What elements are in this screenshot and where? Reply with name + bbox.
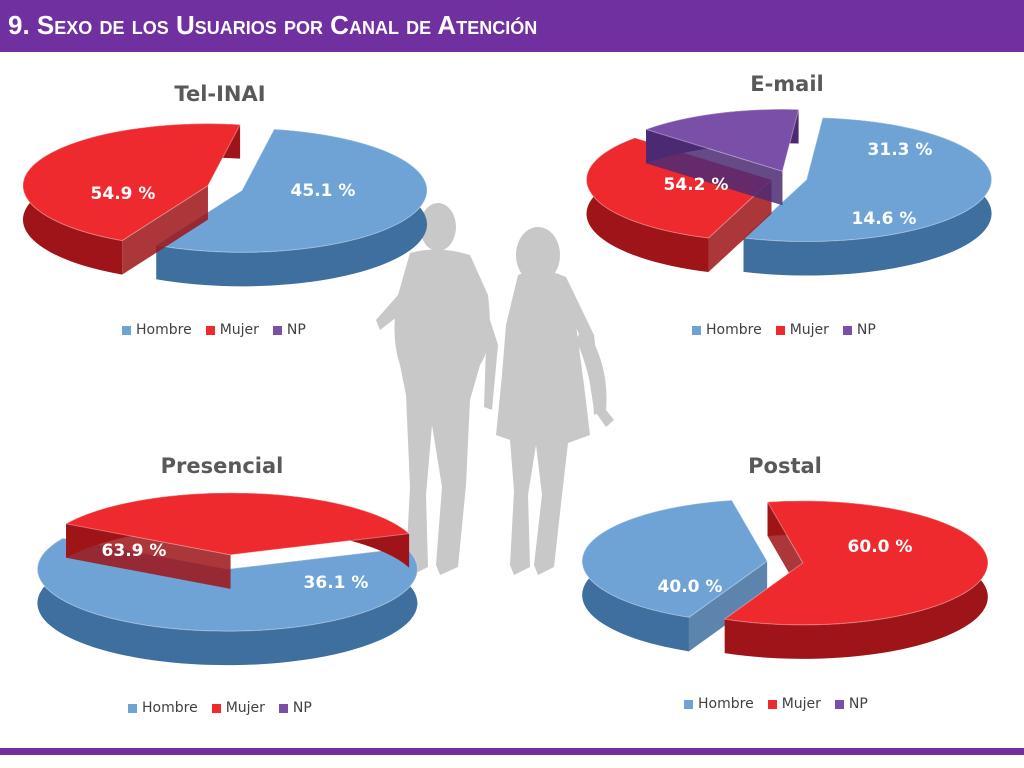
legend-item-np: NP xyxy=(278,700,312,716)
pie-slice-hombre xyxy=(742,117,993,243)
chart-title: Presencial xyxy=(160,454,284,478)
legend-label: Hombre xyxy=(698,696,754,712)
data-label-mujer: 36.1 % xyxy=(304,573,369,593)
legend-label: Mujer xyxy=(225,700,265,716)
data-label-hombre: 40.0 % xyxy=(658,577,723,597)
page-title: 9. Sexo de los Usuarios por Canal de Ate… xyxy=(8,10,538,40)
legend-label: NP xyxy=(856,322,876,338)
legend-item-mujer: Mujer xyxy=(211,700,265,716)
data-label-np: 14.6 % xyxy=(852,209,917,229)
legend-label: Hombre xyxy=(706,322,762,338)
chart-title: Postal xyxy=(748,454,822,478)
pie-slice-mujer xyxy=(22,123,241,242)
legend-swatch-mujer xyxy=(775,325,785,335)
pie-slice-hombre xyxy=(581,499,768,618)
legend-item-hombre: Hombre xyxy=(684,696,754,712)
legend-item-mujer: Mujer xyxy=(767,696,821,712)
pie-slice-mujer xyxy=(586,137,773,239)
pie-plot: 54.2 % 31.3 % 14.6 % xyxy=(586,108,993,276)
legend-swatch-hombre xyxy=(122,325,131,335)
legend-swatch-mujer xyxy=(211,703,221,713)
pie-slices xyxy=(36,492,418,666)
pie-slice-mujer xyxy=(64,492,411,556)
legend-swatch-mujer xyxy=(205,325,215,335)
legend: Hombre Mujer NP xyxy=(122,322,306,338)
legend-label: NP xyxy=(286,322,306,338)
pie-slices xyxy=(586,108,993,276)
pie-plot: 40.0 % 60.0 % xyxy=(581,499,989,659)
pie-chart-tel-inai: Tel-INAI 54.9 % 45.1 % Hombre Mujer NP xyxy=(10,78,440,378)
pie-slice-side-hombre xyxy=(37,538,418,666)
legend-swatch-hombre xyxy=(128,703,137,713)
legend-item-hombre: Hombre xyxy=(122,322,192,338)
legend-label: Mujer xyxy=(219,322,259,338)
legend-swatch-np xyxy=(834,699,844,709)
pie-slices xyxy=(22,123,428,287)
pie-slice-cut-mujer xyxy=(708,179,772,273)
chart-title: Tel-INAI xyxy=(174,82,266,106)
data-label-hombre: 63.9 % xyxy=(102,541,167,561)
pie-plot: 54.9 % 45.1 % xyxy=(22,123,428,287)
legend-item-mujer: Mujer xyxy=(775,322,829,338)
data-label-mujer: 60.0 % xyxy=(848,537,913,557)
legend-swatch-mujer xyxy=(767,699,777,709)
legend-label: Hombre xyxy=(136,322,192,338)
pie-slice-cut-mujer xyxy=(122,185,208,275)
legend-swatch-np xyxy=(272,325,282,335)
pie-slice-cut-mujer xyxy=(66,523,231,589)
legend-item-hombre: Hombre xyxy=(128,700,198,716)
legend-swatch-hombre xyxy=(692,325,701,335)
pie-chart-presencial: Presencial 63.9 % 36.1 % Hombre Mujer NP xyxy=(14,450,444,750)
pie-slices xyxy=(581,499,989,659)
data-label-mujer: 45.1 % xyxy=(291,181,356,201)
couple-silhouette-icon xyxy=(376,203,614,575)
legend: Hombre Mujer NP xyxy=(692,322,876,338)
data-label-hombre: 54.2 % xyxy=(664,175,729,195)
legend-label: Mujer xyxy=(789,322,829,338)
pie-slice-cut-np xyxy=(646,129,783,206)
pie-chart-email: E-mail 54.2 % 31.3 % 14.6 % Hombre Mujer… xyxy=(584,68,1014,368)
legend: Hombre Mujer NP xyxy=(128,700,312,716)
data-label-mujer: 31.3 % xyxy=(868,140,933,160)
legend-swatch-np xyxy=(278,703,288,713)
legend-label: Hombre xyxy=(142,700,198,716)
pie-slice-mujer xyxy=(723,500,989,626)
chart-title: E-mail xyxy=(750,72,824,96)
legend-swatch-hombre xyxy=(684,699,693,709)
footer-line xyxy=(0,748,1024,755)
legend-label: Mujer xyxy=(781,696,821,712)
header-bar: 9. Sexo de los Usuarios por Canal de Ate… xyxy=(0,0,1024,52)
pie-slice-hombre xyxy=(154,128,428,253)
legend-item-mujer: Mujer xyxy=(205,322,259,338)
legend-label: NP xyxy=(848,696,868,712)
legend-item-hombre: Hombre xyxy=(692,322,762,338)
legend-label: NP xyxy=(292,700,312,716)
pie-plot: 63.9 % 36.1 % xyxy=(36,492,418,666)
legend-item-np: NP xyxy=(834,696,868,712)
legend-item-np: NP xyxy=(842,322,876,338)
pie-chart-postal: Postal 40.0 % 60.0 % Hombre Mujer NP xyxy=(580,450,1010,750)
legend-item-np: NP xyxy=(272,322,306,338)
legend: Hombre Mujer NP xyxy=(684,696,868,712)
pie-slice-np xyxy=(644,108,800,172)
legend-swatch-np xyxy=(842,325,852,335)
pie-slice-cut-hombre xyxy=(688,561,768,652)
data-label-hombre: 54.9 % xyxy=(91,184,156,204)
